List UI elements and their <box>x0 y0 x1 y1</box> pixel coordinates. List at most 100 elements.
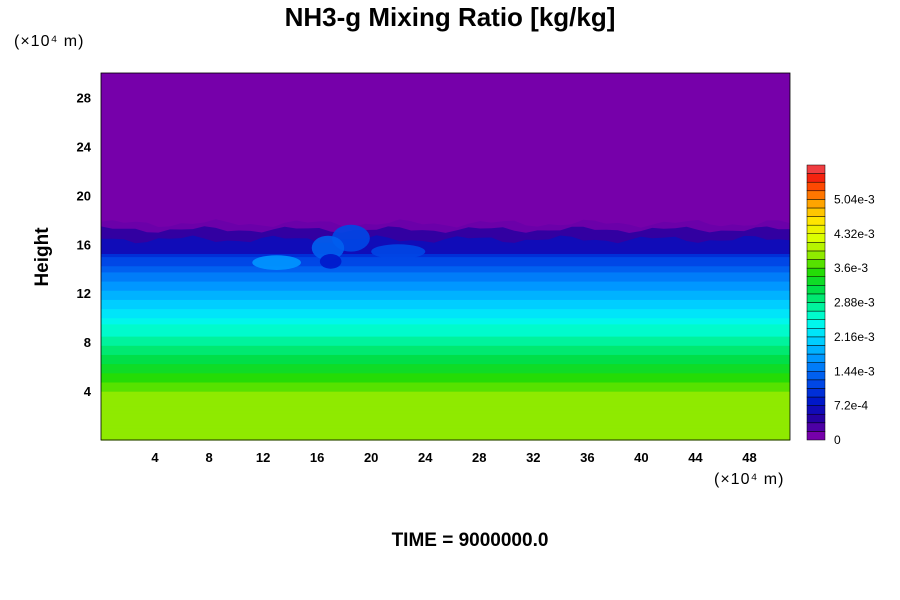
colorbar-tick-label: 5.04e-3 <box>834 192 875 206</box>
colorbar-tick-label: 2.16e-3 <box>834 330 875 344</box>
heatmap-band <box>101 195 790 199</box>
heatmap-band <box>101 207 790 212</box>
heatmap-band <box>101 388 790 392</box>
heatmap-band <box>101 88 790 92</box>
x-tick-label: 40 <box>634 450 648 465</box>
heatmap-band <box>101 219 790 224</box>
heatmap-band <box>101 418 790 423</box>
heatmap-band <box>101 400 790 404</box>
heatmap-band <box>101 314 790 319</box>
heatmap-band <box>101 336 790 340</box>
plot-area <box>101 73 790 441</box>
colorbar-tick-label: 2.88e-3 <box>834 296 875 310</box>
colorbar-swatch <box>806 310 826 320</box>
colorbar-swatch <box>806 328 826 338</box>
x-tick-label: 44 <box>688 450 703 465</box>
heatmap-band <box>101 357 790 362</box>
heatmap-band <box>101 115 790 120</box>
plot-turbulence <box>100 72 791 441</box>
heatmap-band <box>101 394 790 398</box>
heatmap-band <box>101 268 790 273</box>
colorbar-swatch <box>806 267 826 277</box>
heatmap-band <box>101 158 790 163</box>
heatmap-band <box>101 216 790 221</box>
heatmap-band <box>101 384 790 389</box>
heatmap-band <box>101 112 790 117</box>
heatmap-band <box>101 296 790 300</box>
heatmap-band <box>101 73 790 77</box>
heatmap-band <box>101 164 790 169</box>
heatmap-band <box>101 351 790 355</box>
heatmap-band <box>101 369 790 374</box>
colorbar-swatch <box>806 422 826 432</box>
heatmap-band <box>101 183 790 187</box>
heatmap-band <box>101 329 790 334</box>
heatmap-band <box>101 415 790 420</box>
time-label: TIME = 9000000.0 <box>391 530 549 551</box>
heatmap-band <box>101 213 790 218</box>
colorbar-swatch <box>806 164 826 174</box>
heatmap-band <box>101 198 790 203</box>
colorbar: 0 7.2e-4 1.44e-3 2.16e-3 2.88e-3 3.6e-3 4.32e-… <box>806 164 875 447</box>
boundary-layer <box>101 235 790 255</box>
y-tick-label: 4 <box>84 384 92 399</box>
heatmap-band <box>101 253 790 258</box>
heatmap-band <box>101 222 790 227</box>
heatmap-band <box>101 372 790 377</box>
colorbar-swatch <box>806 250 826 260</box>
plume-blob <box>252 255 301 270</box>
colorbar-tick-label: 3.6e-3 <box>834 261 868 275</box>
colorbar-swatch <box>806 224 826 234</box>
heatmap-band <box>101 317 790 322</box>
x-tick-label: 28 <box>472 450 486 465</box>
heatmap-band <box>101 345 790 349</box>
colorbar-swatch <box>806 190 826 200</box>
x-tick-label: 20 <box>364 450 378 465</box>
heatmap-band <box>101 323 790 328</box>
heatmap-band <box>101 427 790 432</box>
heatmap-band <box>101 106 790 111</box>
heatmap-band <box>101 167 790 172</box>
x-tick-label: 16 <box>310 450 324 465</box>
heatmap-band <box>101 277 790 282</box>
x-axis: 4 8 12 16 20 24 28 32 36 40 44 48 <box>151 450 756 465</box>
heatmap-band <box>101 280 790 285</box>
heatmap-band <box>101 79 790 83</box>
heatmap-band <box>101 332 790 337</box>
heatmap-band <box>101 378 790 383</box>
y-tick-label: 8 <box>84 335 91 350</box>
colorbar-swatch <box>806 319 826 329</box>
colorbar-swatch <box>806 379 826 389</box>
heatmap-band <box>101 406 790 411</box>
colorbar-swatch <box>806 173 826 183</box>
y-axis: 4 8 12 16 20 24 28 <box>77 90 92 399</box>
heatmap-band <box>101 189 790 193</box>
colorbar-tick-label: 1.44e-3 <box>834 364 875 378</box>
heatmap-band <box>101 366 790 371</box>
plume-blob <box>319 254 342 269</box>
heatmap-band <box>101 121 790 126</box>
x-tick-label: 48 <box>742 450 756 465</box>
colorbar-swatch <box>806 293 826 303</box>
heatmap-band <box>101 320 790 325</box>
heatmap-band <box>101 342 790 346</box>
colorbar-swatch <box>806 242 826 252</box>
heatmap-band <box>101 348 790 352</box>
colorbar-swatch <box>806 371 826 381</box>
heatmap-band <box>101 173 790 178</box>
colorbar-tick-label: 0 <box>834 433 841 447</box>
x-tick-label: 24 <box>418 450 433 465</box>
heatmap-band <box>101 146 790 151</box>
heatmap-band <box>101 375 790 380</box>
heatmap-band <box>101 265 790 270</box>
heatmap-band <box>101 409 790 414</box>
heatmap-band <box>101 302 790 307</box>
heatmap-band <box>101 204 790 209</box>
heatmap-band <box>101 436 790 441</box>
heatmap-band <box>101 201 790 206</box>
heatmap-band <box>101 180 790 184</box>
heatmap-band <box>101 140 790 144</box>
x-tick-label: 36 <box>580 450 594 465</box>
y-tick-label: 24 <box>77 139 92 154</box>
heatmap-band <box>101 262 790 267</box>
